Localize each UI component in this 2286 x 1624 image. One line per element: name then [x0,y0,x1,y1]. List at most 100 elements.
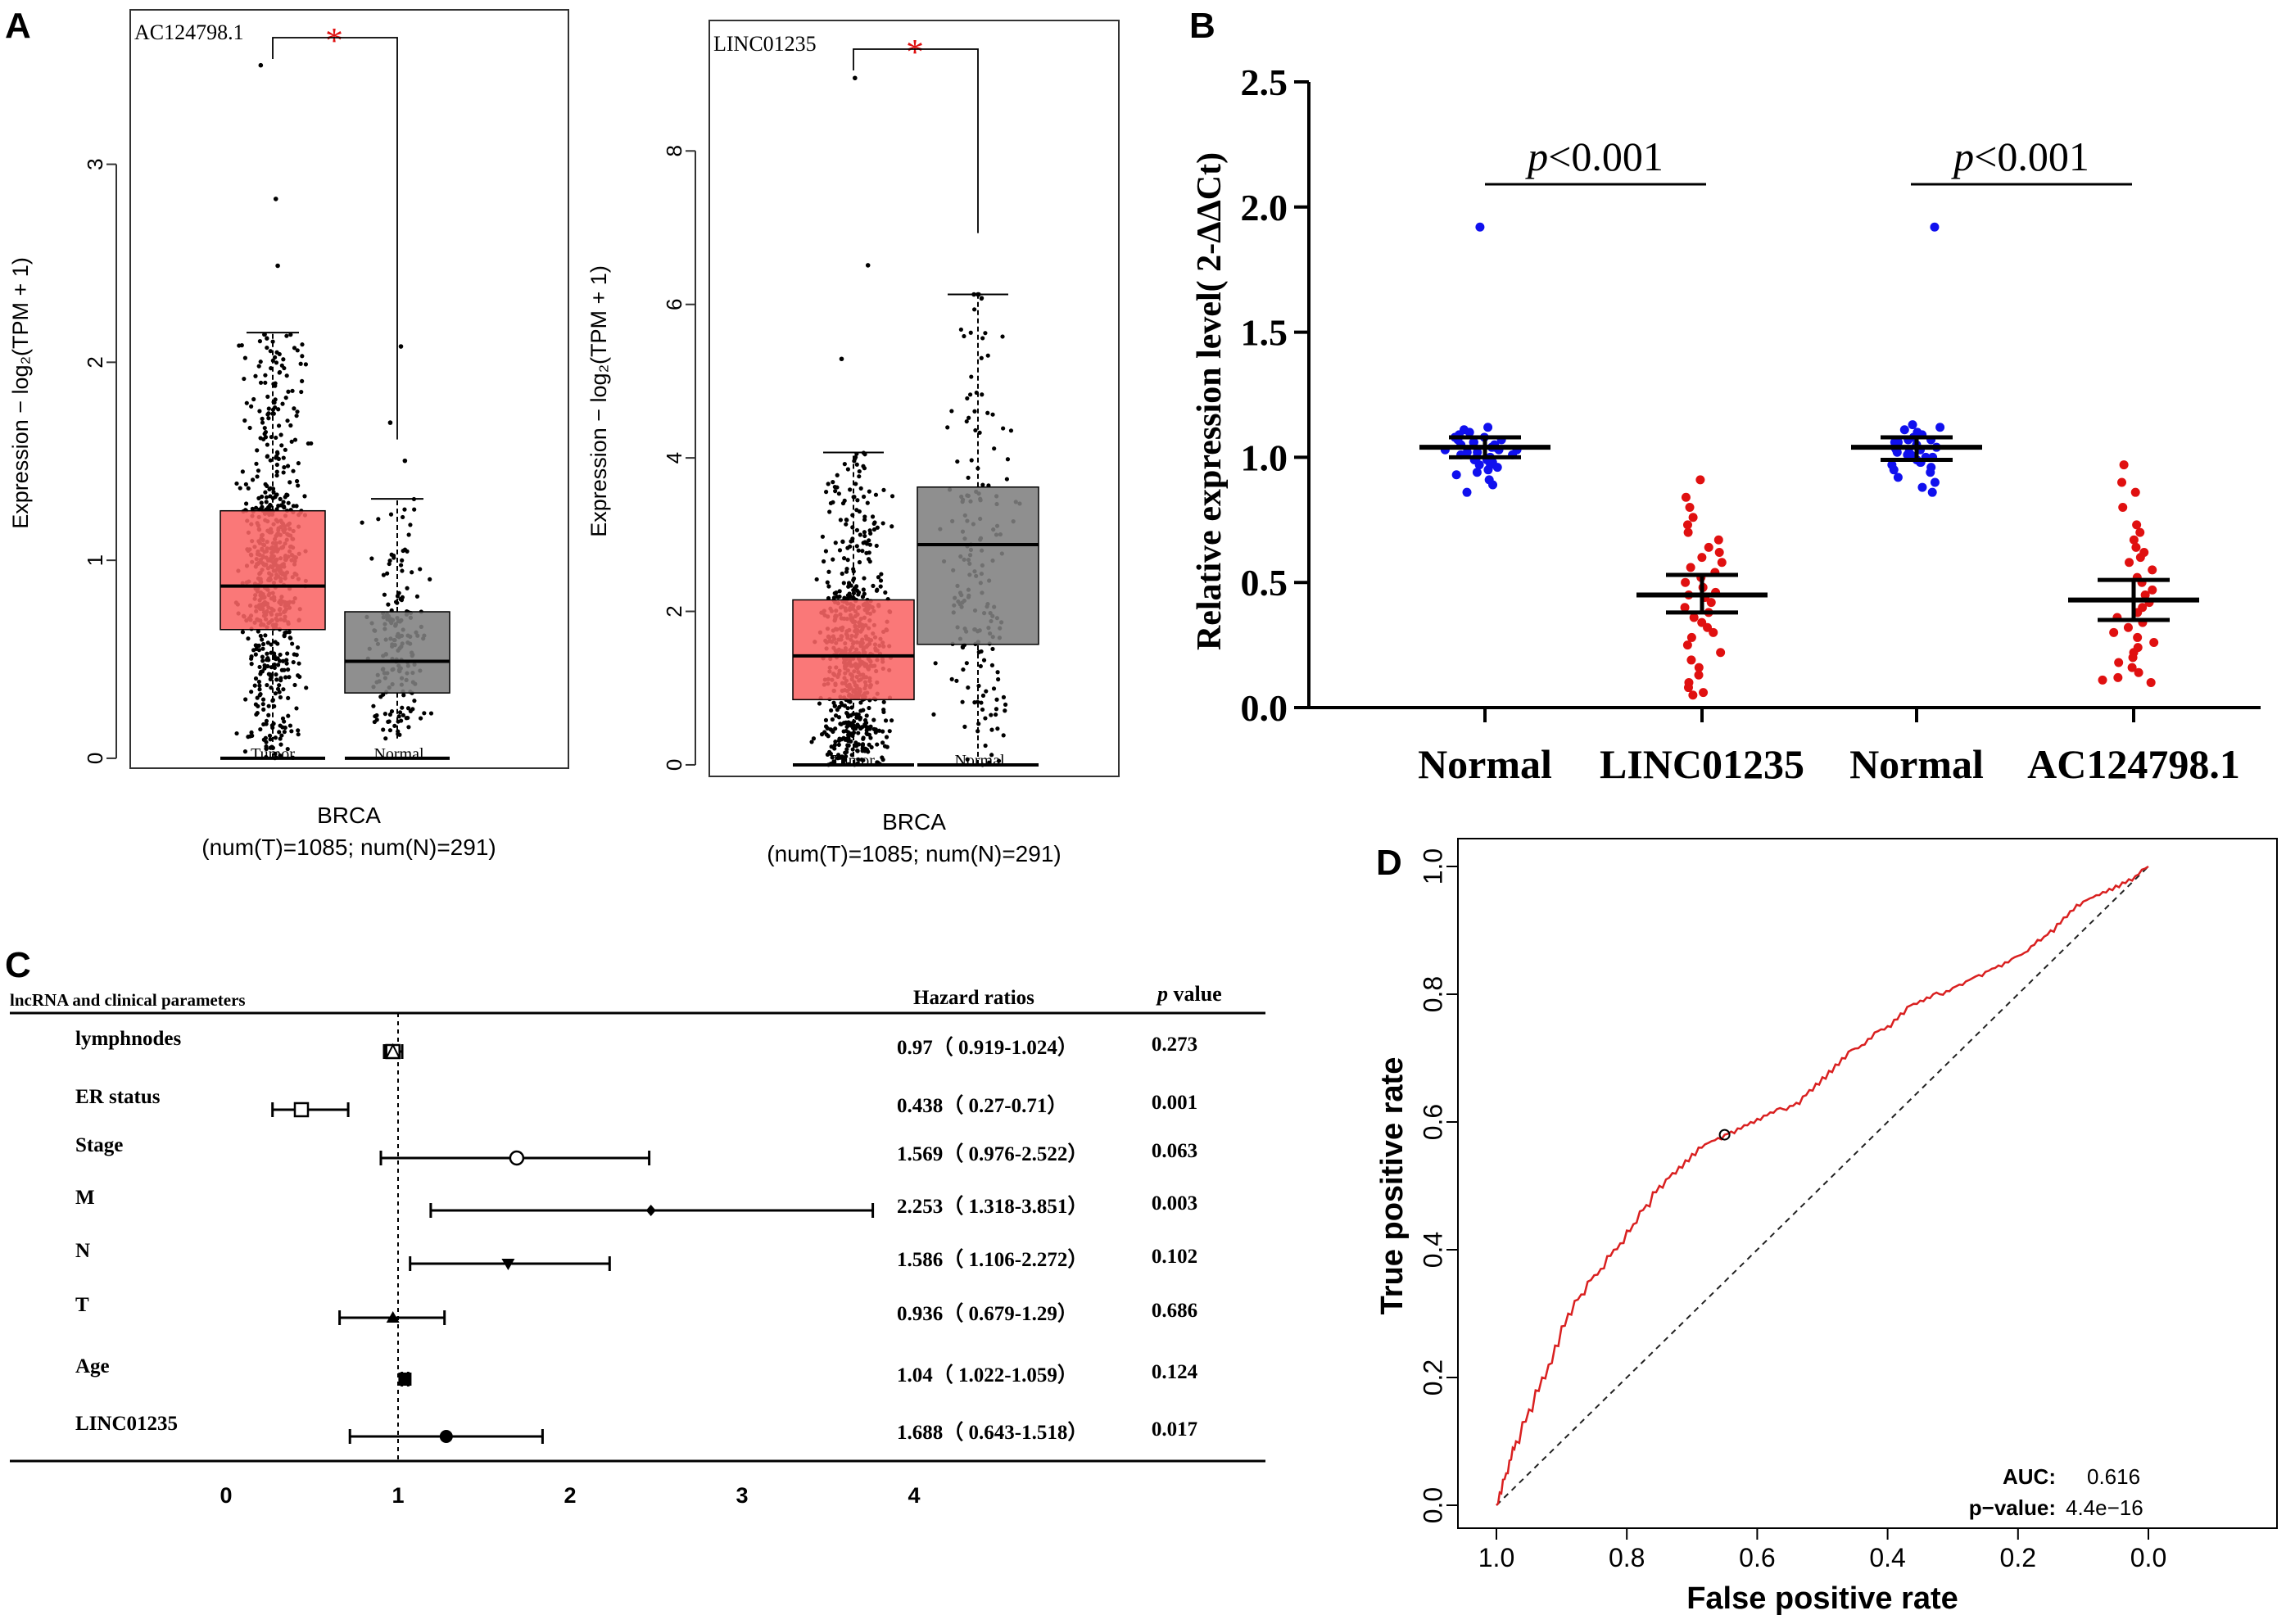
data-point [829,708,834,713]
tumor-label: Tumor [831,752,875,770]
data-point [841,581,846,586]
data-point [980,392,985,397]
data-point [972,307,977,312]
data-point [973,427,978,433]
sample-point [1451,470,1461,480]
data-point [967,392,973,397]
data-point [268,737,273,742]
sample-point [1917,482,1927,492]
data-point [857,509,862,514]
data-point [254,461,259,466]
data-point [244,501,249,506]
data-point [833,726,838,731]
data-point [856,757,861,762]
sample-point [1682,640,1692,650]
data-point [969,458,974,463]
data-point [283,631,287,636]
data-point [273,735,278,740]
data-point [282,634,287,639]
data-point [875,742,880,747]
data-point [290,388,295,393]
data-point [841,556,847,561]
data-point [823,549,829,554]
diagonal-reference [1496,866,2149,1506]
forest-row: N 1.586（ 1.106-2.272） 0.102 [75,1240,1197,1271]
data-point [258,633,263,639]
data-point [376,517,381,522]
x-tick-label: 1 [392,1483,404,1508]
sample-point [2132,520,2142,530]
p-value-text: 0.686 [1152,1300,1197,1322]
data-point [960,645,966,650]
data-point [381,572,386,577]
data-point [258,726,263,732]
data-point [853,455,858,459]
y-tick-label: 0.6 [1418,1104,1447,1140]
p-value-text: 0.001 [1152,1092,1197,1114]
data-point [234,731,239,736]
data-point [255,474,260,479]
data-point [253,505,259,510]
outlier-point [839,356,844,362]
data-point [291,468,296,473]
sample-point [2118,503,2128,513]
y-axis: 0 2 4 6 8 [662,145,696,771]
y-axis: 0 1 2 3 [83,158,117,764]
data-point [294,414,299,418]
data-point [994,707,999,712]
data-point [277,369,283,375]
sample-point [1686,563,1695,572]
data-point [383,712,387,717]
data-point [874,543,879,549]
data-point [387,719,392,724]
data-point [841,721,846,726]
data-point [835,753,841,758]
data-point [850,525,855,530]
y-tick-label: 1.0 [1418,848,1447,884]
data-point [881,699,886,704]
data-point [389,708,395,714]
sample-point [2148,565,2157,575]
data-point [265,336,269,341]
sample-point [2123,622,2133,632]
data-point [385,571,390,576]
data-point [371,703,376,708]
square-marker [398,1373,412,1386]
data-point [265,663,270,669]
axes: 1.0 0.8 0.6 0.4 0.2 0.0 0.0 0.2 0.4 0.6 0.8 1.0 [1418,848,2166,1572]
sample-point [1688,690,1698,700]
data-point [259,494,265,500]
sample-point [1704,542,1713,552]
data-point [853,482,858,486]
y-tick-label: 0.0 [1418,1487,1447,1523]
data-point [890,524,894,529]
data-point [275,686,281,691]
data-point [269,366,274,371]
boxes [792,48,1039,767]
data-point [994,697,999,702]
circle-marker [509,1150,525,1166]
forest-row: LINC01235 1.688（ 0.643-1.518） 0.017 [75,1413,1197,1444]
data-point [288,636,293,640]
auc-value: 0.616 [2087,1464,2140,1489]
data-point [428,711,434,716]
data-point [400,568,405,573]
data-point [857,559,862,565]
data-point [283,396,288,400]
data-point [286,500,291,505]
sample-point [1686,632,1696,642]
data-point [1003,708,1007,713]
sample-point [2114,658,2124,667]
data-point [298,361,303,366]
data-point [837,594,842,599]
data-point [830,717,835,722]
data-point [249,690,254,694]
p-value-text: 0.102 [1152,1246,1197,1268]
sample-point [1472,468,1482,477]
data-point [265,345,269,351]
sample-point [1695,475,1705,485]
data-point [401,693,406,698]
data-point [360,520,364,525]
data-point [265,394,270,399]
data-point [861,708,866,712]
